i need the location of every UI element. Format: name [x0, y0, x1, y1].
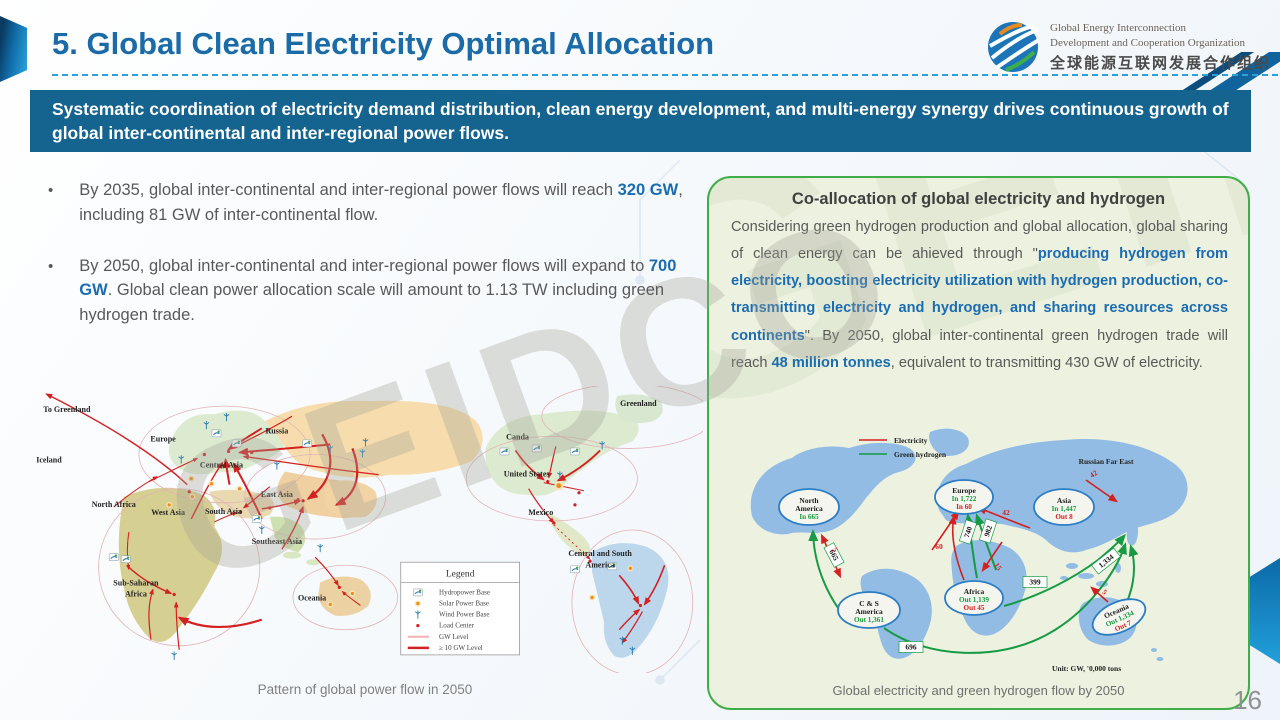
bullet-2035-highlight: 320 GW [617, 181, 679, 199]
oval-green-value: Out 1,361 [854, 616, 884, 624]
legend-electricity: Electricity [894, 436, 928, 445]
hydrogen-flow-map: Electricity Green hydrogen Russian Far E… [750, 428, 1188, 673]
region-label: Sub-Saharan [113, 578, 159, 587]
flow-value-red: 60 [935, 542, 943, 551]
oval-red-value: Out 45 [964, 604, 985, 612]
title-accent-decoration [0, 16, 27, 82]
right-map-legend: Electricity Green hydrogen [859, 436, 947, 459]
flow-value-red: 5 [830, 546, 840, 554]
unit-note: Unit: GW, '0,000 tons [1052, 664, 1121, 673]
legend-item: ≥ 10 GW Level [439, 644, 483, 652]
left-map-region-labels: To Greenland Iceland Europe Russia Centr… [36, 399, 657, 602]
region-label: South Asia [205, 507, 242, 516]
oval-asia: Asia In 1,447 Out 8 [1033, 488, 1095, 526]
oval-name: Asia [1057, 496, 1071, 505]
region-label: To Greenland [43, 405, 91, 414]
bullet-marker: • [48, 257, 54, 275]
left-map-flow-arrows [45, 393, 666, 650]
oval-green-value: In 665 [799, 513, 819, 521]
legend-title: Legend [446, 568, 475, 579]
oval-name: North [799, 496, 819, 505]
flow-value: 696 [905, 643, 917, 652]
flow-value-red: 42 [1002, 508, 1010, 517]
bullet-2050: • By 2050, global inter-continental and … [48, 254, 696, 328]
org-name-line2: Development and Cooperation Organization [1050, 36, 1245, 49]
key-message-text: Systematic coordination of electricity d… [52, 98, 1229, 144]
hydrogen-panel: GEIDCO Co-allocation of global electrici… [707, 176, 1250, 710]
flow-value-red: 5 [1100, 587, 1109, 596]
hydrogen-panel-paragraph: Considering green hydrogen production an… [731, 219, 1228, 371]
globe-logo-icon [988, 22, 1040, 72]
flow-value: 399 [1029, 578, 1041, 587]
oval-cs-america: C & S America Out 1,361 [837, 591, 901, 629]
region-label: Central and South [568, 549, 632, 558]
flow-red-values: 42 60 15 42 5 5 [830, 468, 1109, 597]
region-label: Europe [150, 434, 176, 443]
legend-item: Load Center [439, 622, 475, 630]
oval-name: Africa [964, 587, 985, 596]
flow-value: 982 [982, 524, 994, 538]
oval-red-value: Out 8 [1055, 513, 1073, 521]
flow-value: 740 [962, 525, 974, 539]
hydrogen-panel-title: Co-allocation of global electricity and … [791, 190, 1166, 208]
legend-item: Hydropower Base [439, 588, 490, 596]
oval-oceania: Oceania Out 1,334 Out 7 [1091, 598, 1147, 636]
oval-north-america: North America In 665 [778, 488, 840, 526]
oval-green-value: In 1,722 [952, 495, 977, 503]
region-label: America [585, 560, 615, 569]
legend-item: Solar Power Base [439, 600, 489, 608]
left-map-region-rings [98, 386, 703, 673]
left-map-landmasses [118, 394, 669, 658]
oval-green-value: Out 1,139 [959, 596, 989, 604]
bullet-2050-pre: By 2050, global inter-continental and in… [79, 256, 649, 275]
oval-red-value: In 60 [956, 503, 972, 511]
bullet-2050-highlight: 700 GW [79, 256, 677, 300]
oval-name: America [855, 607, 883, 616]
oval-green-value: In 1,447 [1052, 505, 1077, 513]
oval-africa: Africa Out 1,139 Out 45 [944, 580, 1004, 616]
region-label: Mexico [528, 508, 553, 517]
org-name-line1: Global Energy Interconnection [1050, 21, 1187, 34]
org-logo: Global Energy Interconnection Developmen… [986, 20, 1271, 74]
region-label: Africa [125, 589, 147, 598]
region-label: Southeast Asia [252, 537, 302, 546]
region-label: Canda [506, 432, 529, 441]
region-label: Greenland [620, 399, 657, 408]
bullet-list: • By 2035, global inter-continental and … [48, 178, 696, 354]
region-label: West Asia [151, 508, 185, 517]
org-name-chinese: 全球能源互联网发展合作组织 [1050, 55, 1272, 73]
flow-value-red: 15 [992, 561, 1004, 573]
legend-item: GW Level [439, 633, 468, 641]
region-label: Oceania [298, 593, 326, 602]
region-label: East Asia [261, 490, 293, 499]
power-flow-map: To Greenland Iceland Europe Russia Centr… [36, 386, 703, 673]
oval-europe: Europe In 1,722 In 60 [934, 479, 994, 515]
page-title: 5. Global Clean Electricity Optimal Allo… [52, 26, 715, 61]
flow-value-red: 42 [1088, 468, 1100, 480]
oval-name: America [795, 504, 823, 513]
left-map-legend: Legend Hydropower Base Solar Power Base … [400, 561, 520, 656]
region-label: Russia [265, 426, 288, 435]
page-number: 16 [1233, 685, 1262, 715]
bullet-2035-post: , including 81 GW of inter-continental f… [79, 181, 683, 224]
right-map-caption: Global electricity and green hydrogen fl… [832, 683, 1125, 698]
title-divider [52, 74, 1278, 76]
oval-name: Europe [952, 486, 976, 495]
bullet-2050-post: . Global clean power allocation scale wi… [79, 281, 665, 324]
left-map-caption: Pattern of global power flow in 2050 [257, 682, 473, 697]
key-message-banner: Systematic coordination of electricity d… [30, 90, 1251, 152]
oval-name: C & S [859, 599, 879, 608]
bullet-2035: • By 2035, global inter-continental and … [48, 178, 696, 228]
region-ovals: North America In 665 Europe In 1,722 In … [778, 479, 1147, 636]
region-label: Central Asia [200, 461, 243, 470]
region-label: Iceland [36, 456, 62, 465]
region-label-russian-far-east: Russian Far East [1079, 457, 1134, 466]
region-label: United States [504, 470, 550, 479]
legend-item: Wind Power Base [439, 611, 490, 619]
bullet-marker: • [48, 182, 54, 199]
bullet-2035-pre: By 2035, global inter-continental and in… [79, 181, 618, 199]
legend-green-hydrogen: Green hydrogen [894, 450, 947, 459]
region-label: North Africa [92, 500, 136, 509]
